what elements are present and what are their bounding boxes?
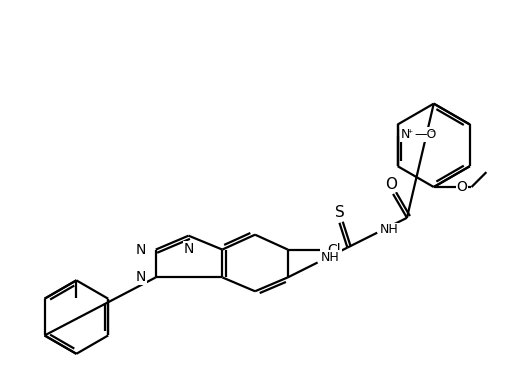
Text: Cl: Cl — [327, 242, 341, 257]
Text: O: O — [457, 180, 467, 194]
Text: S: S — [335, 205, 344, 220]
Text: O: O — [385, 177, 397, 192]
Text: N: N — [136, 242, 146, 257]
Text: N: N — [136, 270, 146, 284]
Text: NH: NH — [380, 223, 399, 236]
Text: NH: NH — [320, 251, 340, 264]
Text: N: N — [401, 128, 410, 141]
Text: —O: —O — [414, 128, 437, 141]
Text: ⁺: ⁺ — [408, 129, 413, 139]
Text: N: N — [183, 242, 194, 255]
Text: ⁻: ⁻ — [429, 129, 435, 139]
